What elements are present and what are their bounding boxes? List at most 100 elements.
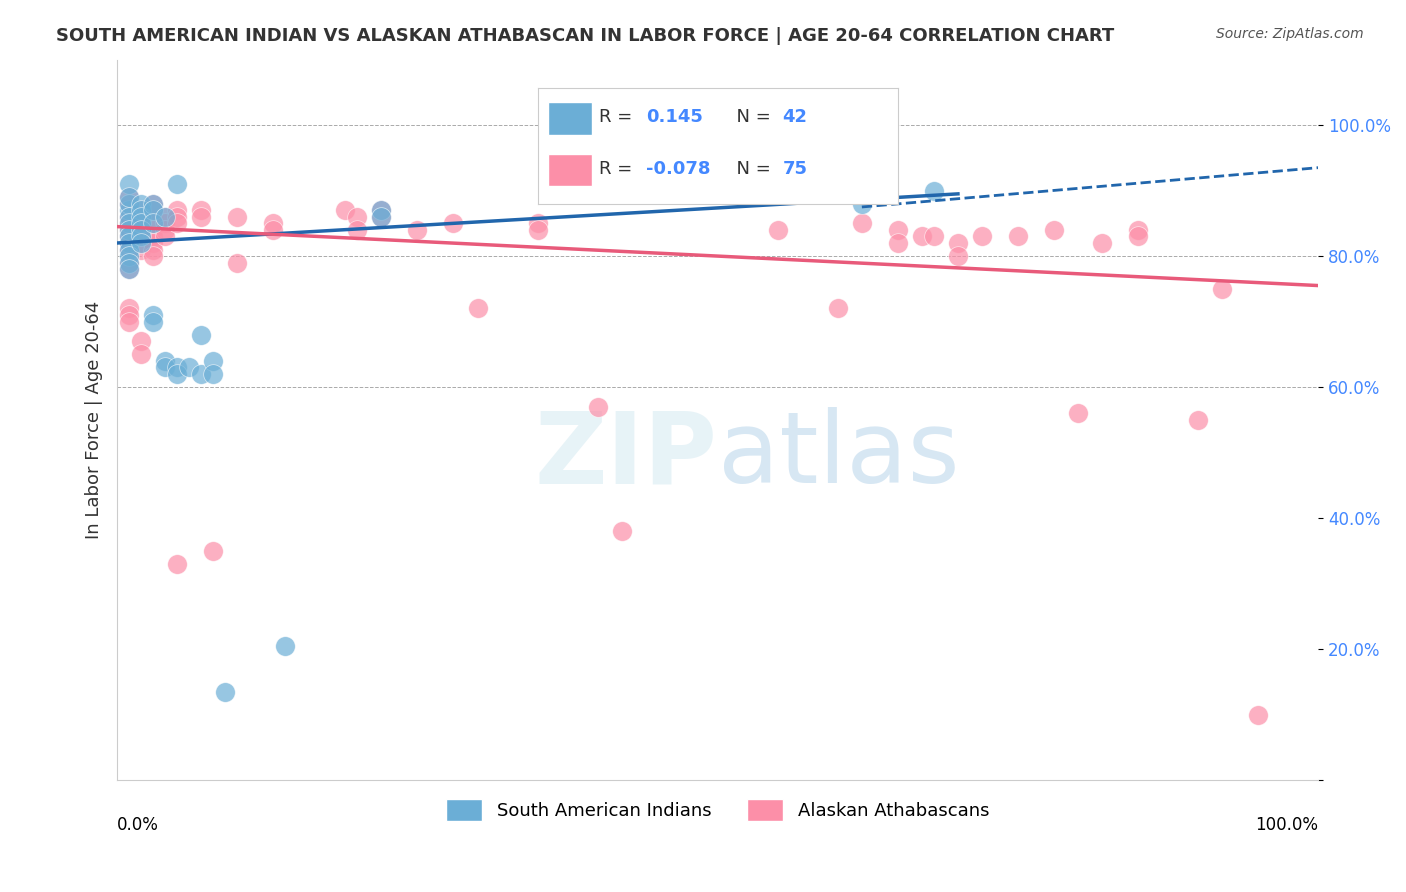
Point (155, 216, 177, 230)
Point (467, 301, 489, 316)
Point (274, 639, 297, 653)
Point (346, 223, 368, 237)
Point (118, 190, 141, 204)
Point (166, 367, 188, 381)
Point (1187, 413, 1209, 427)
Point (155, 223, 177, 237)
Point (142, 235, 165, 250)
Point (118, 190, 141, 204)
Point (142, 216, 165, 230)
Point (118, 229, 141, 244)
Point (1126, 229, 1149, 244)
Point (142, 196, 165, 211)
Point (190, 367, 212, 381)
Point (911, 229, 934, 244)
Point (166, 557, 188, 571)
Point (118, 216, 141, 230)
Point (142, 216, 165, 230)
Point (1067, 406, 1090, 420)
Point (129, 223, 152, 237)
Point (118, 196, 141, 211)
Point (766, 223, 789, 237)
Point (129, 216, 152, 230)
Point (129, 347, 152, 361)
Point (142, 223, 165, 237)
Legend: South American Indians, Alaskan Athabascans: South American Indians, Alaskan Athabasc… (439, 792, 997, 829)
Text: Source: ZipAtlas.com: Source: ZipAtlas.com (1216, 27, 1364, 41)
Text: 100.0%: 100.0% (1256, 816, 1319, 834)
Point (155, 354, 177, 368)
Point (129, 334, 152, 349)
Point (166, 177, 188, 191)
Point (142, 249, 165, 263)
Point (118, 243, 141, 257)
Point (166, 360, 188, 375)
Point (129, 235, 152, 250)
Point (827, 301, 849, 316)
Point (142, 203, 165, 218)
Point (346, 210, 368, 224)
Point (142, 308, 165, 322)
Point (118, 203, 141, 218)
Text: ZIP: ZIP (534, 408, 717, 504)
Point (214, 684, 236, 698)
Point (946, 235, 969, 250)
Point (166, 216, 188, 230)
Point (1126, 223, 1149, 237)
Point (1007, 229, 1029, 244)
Point (118, 177, 141, 191)
Point (851, 216, 873, 230)
Y-axis label: In Labor Force | Age 20-64: In Labor Force | Age 20-64 (86, 301, 103, 539)
Text: SOUTH AMERICAN INDIAN VS ALASKAN ATHABASCAN IN LABOR FORCE | AGE 20-64 CORRELATI: SOUTH AMERICAN INDIAN VS ALASKAN ATHABAS… (56, 27, 1115, 45)
Point (226, 255, 249, 269)
Point (370, 203, 392, 218)
Point (406, 223, 429, 237)
Point (610, 524, 633, 538)
Point (155, 360, 177, 375)
Point (190, 210, 212, 224)
Point (526, 223, 548, 237)
Point (118, 223, 141, 237)
Point (129, 196, 152, 211)
Point (887, 235, 910, 250)
Point (202, 544, 225, 558)
Point (129, 203, 152, 218)
Point (118, 243, 141, 257)
Point (262, 216, 284, 230)
Point (118, 255, 141, 269)
Point (586, 400, 609, 414)
Point (142, 203, 165, 218)
Point (887, 223, 910, 237)
Point (118, 308, 141, 322)
Point (202, 354, 225, 368)
Point (142, 243, 165, 257)
Point (118, 223, 141, 237)
Point (262, 223, 284, 237)
Point (118, 196, 141, 211)
Point (443, 216, 465, 230)
Point (118, 315, 141, 329)
Point (946, 249, 969, 263)
Point (129, 203, 152, 218)
Point (118, 210, 141, 224)
Point (155, 229, 177, 244)
Point (118, 235, 141, 250)
Point (129, 210, 152, 224)
Point (129, 216, 152, 230)
Text: atlas: atlas (717, 408, 959, 504)
Point (129, 223, 152, 237)
Point (129, 229, 152, 244)
Point (166, 210, 188, 224)
Point (526, 216, 548, 230)
Point (118, 210, 141, 224)
Point (129, 243, 152, 257)
Point (190, 327, 212, 342)
Point (118, 216, 141, 230)
Point (155, 210, 177, 224)
Point (129, 210, 152, 224)
Point (155, 210, 177, 224)
Point (370, 203, 392, 218)
Point (1247, 707, 1270, 722)
Point (179, 360, 201, 375)
Point (118, 262, 141, 277)
